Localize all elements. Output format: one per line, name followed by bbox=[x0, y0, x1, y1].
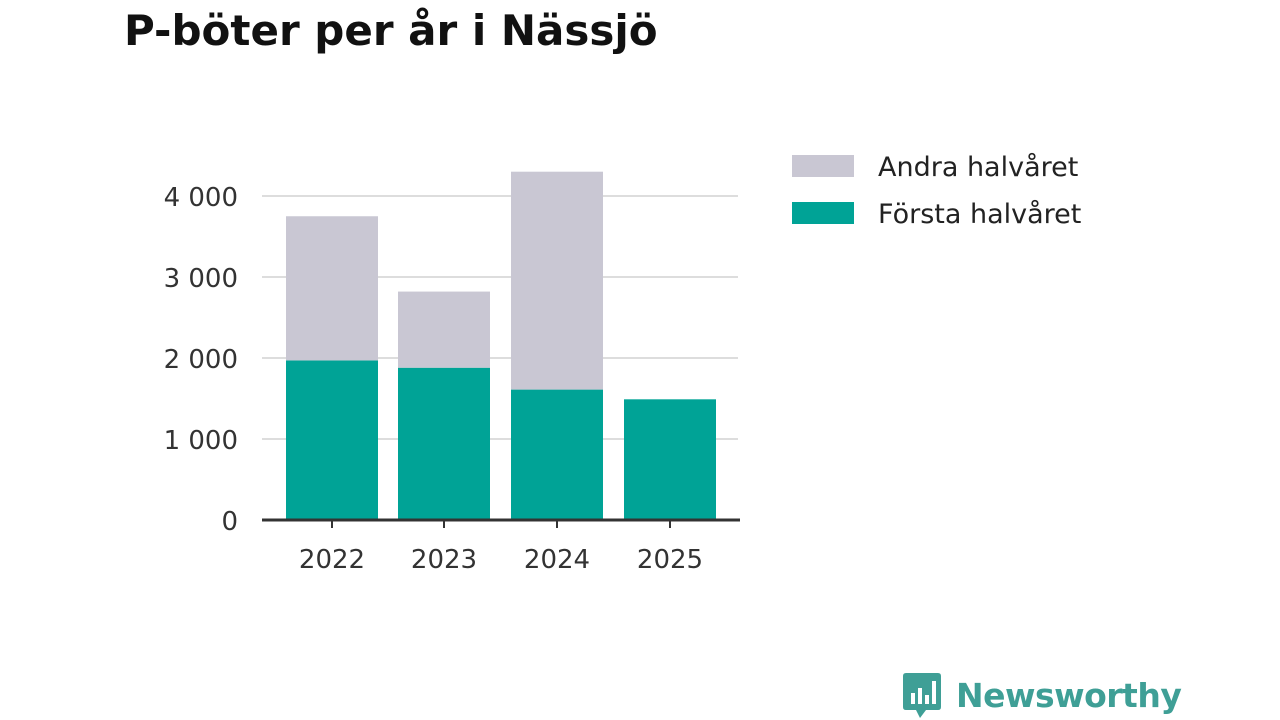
legend-label: Andra halvåret bbox=[878, 152, 1078, 183]
y-tick-label: 4 000 bbox=[164, 183, 238, 213]
bar-forsta-halvaret-2025 bbox=[624, 399, 716, 520]
legend-swatch bbox=[792, 155, 854, 177]
bar-andra-halvaret-2023 bbox=[398, 291, 490, 368]
chart-title: P-böter per år i Nässjö bbox=[124, 6, 658, 55]
y-tick-label: 1 000 bbox=[164, 426, 238, 456]
bar-andra-halvaret-2024 bbox=[511, 171, 603, 390]
x-tick-label: 2022 bbox=[299, 545, 365, 575]
legend-swatch bbox=[792, 202, 854, 224]
y-tick-label: 2 000 bbox=[164, 345, 238, 375]
bar-forsta-halvaret-2024 bbox=[511, 389, 603, 520]
y-tick-label: 0 bbox=[221, 507, 238, 537]
newsworthy-logo: Newsworthy bbox=[902, 670, 1182, 720]
x-tick-label: 2024 bbox=[524, 545, 590, 575]
bar-forsta-halvaret-2022 bbox=[286, 360, 378, 520]
bar-forsta-halvaret-2023 bbox=[398, 367, 490, 520]
x-tick-label: 2023 bbox=[411, 545, 477, 575]
newsworthy-chart-bubble-icon bbox=[903, 673, 941, 718]
brand-name: Newsworthy bbox=[956, 675, 1182, 715]
x-tick-label: 2025 bbox=[637, 545, 703, 575]
bar-andra-halvaret-2022 bbox=[286, 216, 378, 361]
legend-label: Första halvåret bbox=[878, 199, 1081, 230]
y-tick-label: 3 000 bbox=[164, 264, 238, 294]
